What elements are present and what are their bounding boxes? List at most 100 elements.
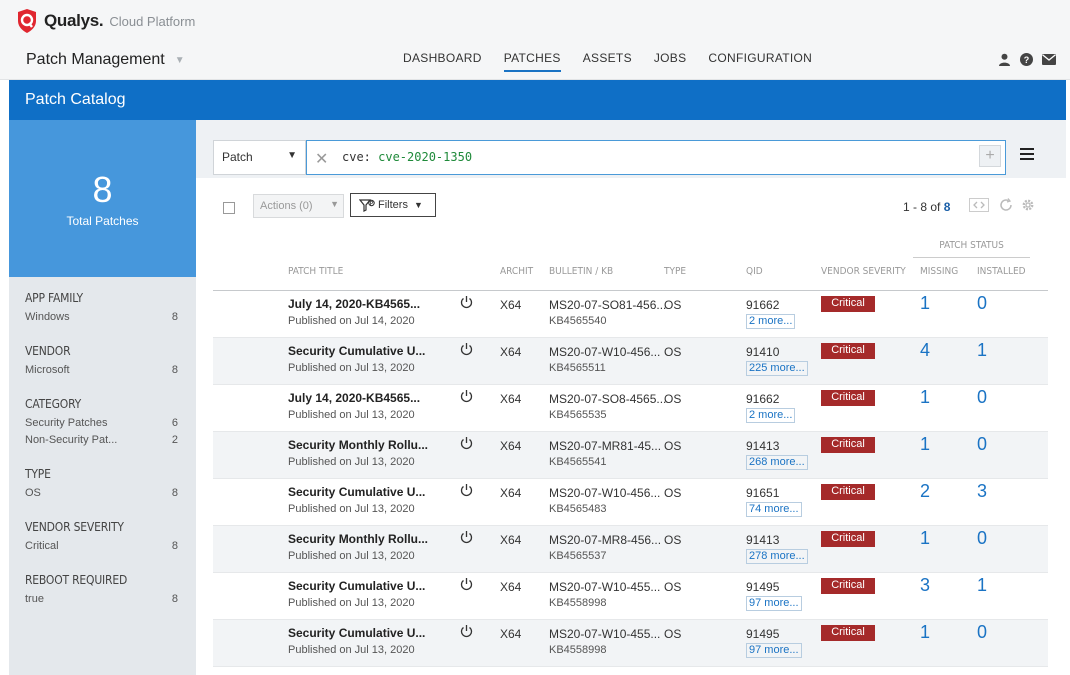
- qid-more-link[interactable]: 97 more...: [746, 643, 802, 658]
- refresh-icon[interactable]: [999, 198, 1013, 212]
- facet-vendor-severity: VENDOR SEVERITY Critical 8: [25, 520, 178, 552]
- chevron-down-icon: ▼: [413, 200, 423, 210]
- qid-more-link[interactable]: 225 more...: [746, 361, 808, 376]
- installed-count-link[interactable]: 0: [977, 622, 988, 642]
- patch-title-link[interactable]: Security Monthly Rollu...: [288, 532, 429, 546]
- facet-item-label: Critical: [25, 540, 59, 552]
- table-row[interactable]: Security Monthly Rollu... Published on J…: [213, 432, 1048, 479]
- patch-title-link[interactable]: Security Cumulative U...: [288, 579, 426, 593]
- qid: 91651: [746, 486, 780, 500]
- clear-icon[interactable]: ✕: [315, 151, 329, 168]
- user-icon[interactable]: [998, 53, 1011, 66]
- table-row[interactable]: Security Cumulative U... Published on Ju…: [213, 620, 1048, 667]
- table-toolbar: Actions (0) ▼ P Filters ▼ 1 - 8 of 8: [196, 190, 1066, 230]
- qid-more-link[interactable]: 278 more...: [746, 549, 808, 564]
- kb: KB4565535: [549, 409, 607, 421]
- installed-count-link[interactable]: 1: [977, 575, 988, 595]
- search-scope-select[interactable]: Patch ▼: [213, 140, 306, 175]
- facet-item[interactable]: Windows 8: [25, 311, 178, 323]
- bulletin: MS20-07-MR8-456...: [549, 533, 662, 547]
- patch-title-link[interactable]: Security Cumulative U...: [288, 485, 426, 499]
- missing-count-link[interactable]: 3: [920, 575, 931, 595]
- patch-title-link[interactable]: Security Cumulative U...: [288, 626, 426, 640]
- facet-item[interactable]: true 8: [25, 593, 178, 605]
- col-type[interactable]: TYPE: [664, 266, 687, 277]
- col-patch-title[interactable]: PATCH TITLE: [288, 266, 344, 277]
- qid-more-link[interactable]: 268 more...: [746, 455, 808, 470]
- facet-item[interactable]: Non-Security Pat... 2: [25, 434, 178, 446]
- installed-count-link[interactable]: 0: [977, 387, 988, 407]
- qid-more-link[interactable]: 74 more...: [746, 502, 802, 517]
- search-input[interactable]: ✕ cve: cve-2020-1350 +: [306, 140, 1006, 175]
- patch-title-link[interactable]: July 14, 2020-KB4565...: [288, 297, 421, 311]
- facet-app-family: APP FAMILY Windows 8: [25, 291, 178, 323]
- table-row[interactable]: Security Monthly Rollu... Published on J…: [213, 526, 1048, 573]
- facet-item[interactable]: OS 8: [25, 487, 178, 499]
- severity-badge: Critical: [821, 578, 875, 594]
- module-name: Patch Management: [26, 51, 165, 68]
- pager-controls: [969, 198, 1035, 212]
- table-row[interactable]: Security Cumulative U... Published on Ju…: [213, 573, 1048, 620]
- select-all-checkbox[interactable]: [223, 202, 235, 214]
- patch-title-link[interactable]: Security Cumulative U...: [288, 344, 426, 358]
- logo[interactable]: Qualys. Cloud Platform: [16, 8, 195, 34]
- installed-count-link[interactable]: 0: [977, 434, 988, 454]
- qid-more-link[interactable]: 2 more...: [746, 408, 796, 423]
- installed-count-link[interactable]: 1: [977, 340, 988, 360]
- installed-count-link[interactable]: 0: [977, 528, 988, 548]
- bulletin: MS20-07-W10-455...: [549, 627, 661, 641]
- missing-count-link[interactable]: 1: [920, 387, 931, 407]
- add-icon[interactable]: +: [979, 145, 1001, 167]
- nav-assets[interactable]: ASSETS: [582, 51, 632, 65]
- gear-icon[interactable]: [1021, 198, 1035, 212]
- table-row[interactable]: July 14, 2020-KB4565... Published on Jul…: [213, 291, 1048, 338]
- missing-count-link[interactable]: 2: [920, 481, 931, 501]
- brand-name: Qualys.: [44, 11, 104, 30]
- installed-count-link[interactable]: 3: [977, 481, 988, 501]
- col-missing[interactable]: MISSING: [920, 266, 959, 277]
- pager-range: 1 - 8 of: [903, 200, 944, 214]
- missing-count-link[interactable]: 1: [920, 293, 931, 313]
- patch-title-link[interactable]: Security Monthly Rollu...: [288, 438, 429, 452]
- severity-badge: Critical: [821, 484, 875, 500]
- qid-more-link[interactable]: 2 more...: [746, 314, 796, 329]
- facet-item[interactable]: Security Patches 6: [25, 417, 178, 429]
- table-row[interactable]: Security Cumulative U... Published on Ju…: [213, 338, 1048, 385]
- arch: X64: [500, 298, 522, 312]
- missing-count-link[interactable]: 1: [920, 622, 931, 642]
- missing-count-link[interactable]: 4: [920, 340, 931, 360]
- actions-dropdown[interactable]: Actions (0) ▼: [253, 194, 344, 218]
- col-vendor-severity[interactable]: VENDOR SEVERITY: [821, 266, 906, 277]
- help-icon[interactable]: ?: [1020, 53, 1033, 66]
- facet-item[interactable]: Microsoft 8: [25, 364, 178, 376]
- hamburger-menu-icon[interactable]: [1020, 148, 1034, 160]
- facet-type: TYPE OS 8: [25, 467, 178, 499]
- nav-jobs[interactable]: JOBS: [653, 51, 687, 65]
- nav-configuration[interactable]: CONFIGURATION: [708, 51, 813, 65]
- published-date: Published on Jul 13, 2020: [288, 550, 415, 562]
- kb: KB4558998: [549, 597, 607, 609]
- facet-title: CATEGORY: [25, 397, 81, 411]
- filters-button[interactable]: P Filters ▼: [350, 193, 436, 217]
- col-qid[interactable]: QID: [746, 266, 763, 277]
- col-installed[interactable]: INSTALLED: [977, 266, 1026, 277]
- svg-text:P: P: [370, 201, 374, 207]
- missing-count-link[interactable]: 1: [920, 434, 931, 454]
- severity-badge: Critical: [821, 437, 875, 453]
- nav-dashboard[interactable]: DASHBOARD: [403, 51, 482, 65]
- table-row[interactable]: Security Cumulative U... Published on Ju…: [213, 479, 1048, 526]
- nav-patches[interactable]: PATCHES: [503, 51, 561, 72]
- mail-icon[interactable]: [1042, 54, 1056, 65]
- facet-item[interactable]: Critical 8: [25, 540, 178, 552]
- installed-count-link[interactable]: 0: [977, 293, 988, 313]
- table-row[interactable]: July 14, 2020-KB4565... Published on Jul…: [213, 385, 1048, 432]
- patch-title-link[interactable]: July 14, 2020-KB4565...: [288, 391, 421, 405]
- col-bulletin[interactable]: BULLETIN / KB: [549, 266, 614, 277]
- published-date: Published on Jul 13, 2020: [288, 597, 415, 609]
- module-switcher[interactable]: Patch Management ▼: [26, 51, 185, 69]
- page-nav-icon[interactable]: [969, 198, 989, 212]
- patch-type: OS: [664, 298, 682, 312]
- col-arch[interactable]: ARCHIT: [500, 266, 534, 277]
- missing-count-link[interactable]: 1: [920, 528, 931, 548]
- qid-more-link[interactable]: 97 more...: [746, 596, 802, 611]
